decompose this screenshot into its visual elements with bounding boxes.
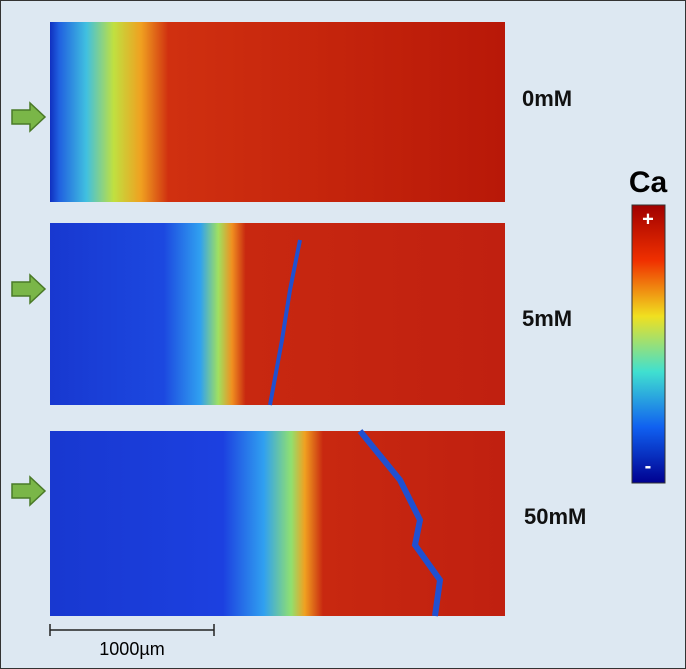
crack (357, 429, 444, 617)
colorbar-min-label: - (645, 455, 652, 477)
colorbar-max-label: + (642, 208, 654, 230)
panel-label: 5mM (522, 306, 572, 331)
colorbar (631, 204, 666, 484)
panel-label: 0mM (522, 86, 572, 111)
panel-image (50, 223, 505, 405)
scale-bar (49, 624, 215, 636)
panel-label: 50mM (524, 504, 586, 529)
arrows (11, 101, 47, 507)
crack (268, 239, 302, 406)
arrow (11, 273, 47, 305)
panel-image (50, 22, 505, 202)
scale-label: 1000µm (99, 639, 164, 659)
arrow (11, 101, 47, 133)
arrow (11, 475, 47, 507)
colorbar-title: Ca (629, 166, 668, 199)
panel-image (50, 431, 505, 616)
